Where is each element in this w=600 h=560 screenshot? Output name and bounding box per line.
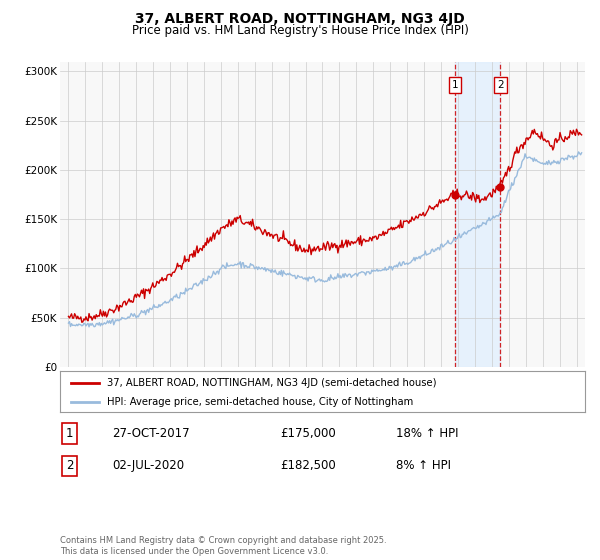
Text: £175,000: £175,000 xyxy=(281,427,336,440)
Text: Contains HM Land Registry data © Crown copyright and database right 2025.
This d: Contains HM Land Registry data © Crown c… xyxy=(60,536,386,556)
Text: Price paid vs. HM Land Registry's House Price Index (HPI): Price paid vs. HM Land Registry's House … xyxy=(131,24,469,37)
Bar xyxy=(455,62,500,367)
Text: 37, ALBERT ROAD, NOTTINGHAM, NG3 4JD: 37, ALBERT ROAD, NOTTINGHAM, NG3 4JD xyxy=(135,12,465,26)
Text: £182,500: £182,500 xyxy=(281,459,336,473)
Text: 8% ↑ HPI: 8% ↑ HPI xyxy=(396,459,451,473)
Text: HPI: Average price, semi-detached house, City of Nottingham: HPI: Average price, semi-detached house,… xyxy=(107,396,413,407)
Text: 2: 2 xyxy=(497,80,503,90)
Text: 02-JUL-2020: 02-JUL-2020 xyxy=(113,459,185,473)
Text: 1: 1 xyxy=(66,427,73,440)
Text: 18% ↑ HPI: 18% ↑ HPI xyxy=(396,427,458,440)
Text: 1: 1 xyxy=(452,80,458,90)
Text: 27-OCT-2017: 27-OCT-2017 xyxy=(113,427,190,440)
Text: 2: 2 xyxy=(66,459,73,473)
Text: 37, ALBERT ROAD, NOTTINGHAM, NG3 4JD (semi-detached house): 37, ALBERT ROAD, NOTTINGHAM, NG3 4JD (se… xyxy=(107,377,437,388)
